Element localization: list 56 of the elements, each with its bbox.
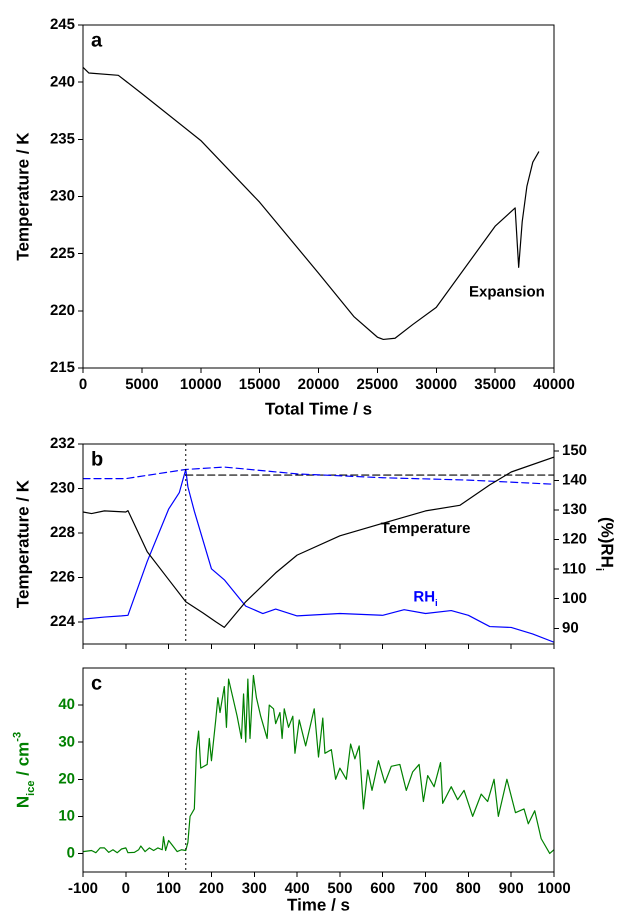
y-tick-label: 230: [50, 480, 75, 497]
y-tick-label: 10: [58, 808, 75, 825]
y-axis-title: Temperature / K: [14, 132, 33, 261]
x-tick-label: 100: [156, 880, 182, 898]
annotation: c: [91, 672, 102, 695]
annotation: b: [91, 448, 104, 471]
y-axis-title: Temperature / K: [14, 479, 33, 608]
x-tick-label: 30000: [415, 376, 458, 394]
x-tick-label: 15000: [238, 376, 280, 394]
x-axis-title: Time / s: [287, 896, 350, 915]
x-tick-label: 600: [370, 880, 396, 898]
y2-tick-label: 100: [562, 590, 588, 607]
y-tick-label: 225: [50, 244, 75, 262]
annotation: Expansion: [468, 284, 545, 301]
y-axis-title: Nice / cm-3: [11, 732, 37, 808]
y-tick-label: 230: [50, 188, 75, 205]
y2-tick-label: 90: [562, 619, 579, 636]
y-tick-label: 40: [58, 696, 75, 714]
x-tick-label: 900: [498, 880, 524, 898]
x-tick-label: 1000: [537, 880, 571, 898]
x-tick-label: 500: [327, 880, 352, 898]
y2-tick-label: 130: [562, 501, 588, 518]
x-tick-label: 0: [122, 880, 130, 898]
y2-tick-label: 140: [562, 472, 588, 489]
x-tick-label: 25000: [356, 376, 398, 394]
annotation: a: [91, 30, 103, 52]
x-tick-label: -100: [68, 880, 98, 898]
x-tick-label: 300: [242, 880, 267, 898]
y-tick-label: 20: [58, 770, 75, 788]
y-tick-label: 220: [50, 302, 75, 319]
y2-tick-label: 150: [562, 442, 588, 459]
y-tick-label: 215: [50, 359, 75, 376]
x-tick-label: 200: [198, 880, 224, 898]
y2-tick-label: 110: [562, 560, 586, 578]
y-tick-label: 0: [66, 844, 75, 862]
y-tick-label: 240: [50, 73, 75, 90]
x-tick-label: 40000: [533, 376, 575, 394]
x-tick-label: 0: [78, 376, 88, 394]
series-label: Temperature: [380, 520, 470, 538]
x-tick-label: 700: [413, 880, 438, 898]
x-tick-label: 35000: [474, 376, 516, 394]
y-tick-label: 30: [58, 733, 75, 750]
y-tick-label: 226: [50, 568, 75, 586]
y2-tick-label: 120: [562, 530, 588, 548]
y-tick-label: 232: [50, 435, 75, 452]
y-tick-label: 228: [50, 524, 75, 542]
y2-axis-title: (%)RHi: [593, 516, 616, 572]
x-tick-label: 400: [284, 880, 310, 898]
x-tick-label: 10000: [180, 376, 222, 394]
y-tick-label: 245: [50, 16, 75, 34]
x-axis-title: Total Time / s: [264, 400, 372, 419]
x-tick-label: 800: [456, 880, 481, 898]
x-tick-label: 20000: [298, 376, 340, 394]
y-tick-label: 224: [50, 612, 76, 630]
y-tick-label: 235: [50, 130, 75, 148]
x-tick-label: 5000: [125, 376, 159, 394]
